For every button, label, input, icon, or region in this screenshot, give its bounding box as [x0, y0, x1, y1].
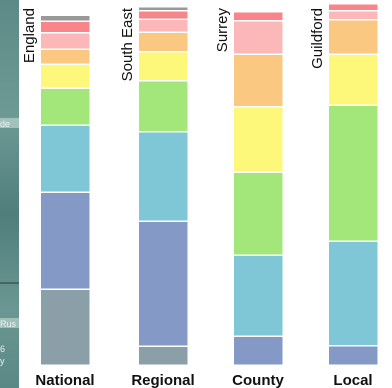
bar-segment [39, 20, 91, 34]
bar-segment [39, 31, 91, 51]
map-road [0, 282, 19, 284]
map-background: de 6 y Rus [0, 0, 19, 388]
bar-regional [137, 5, 189, 366]
bar-segment [137, 9, 189, 20]
bar-segment [39, 191, 91, 291]
bar-segment [137, 220, 189, 347]
bar-segment [232, 53, 284, 108]
bar-segment [39, 48, 91, 66]
bar-segment [137, 345, 189, 366]
bar-segment [137, 31, 189, 53]
bar-local [327, 2, 379, 366]
category-label: County [232, 372, 284, 388]
bar-segment [39, 124, 91, 193]
bar-segment [39, 87, 91, 127]
bar-segment [39, 14, 91, 22]
bar-segment [327, 240, 379, 347]
bar-segment [137, 5, 189, 12]
category-label: Local [333, 372, 372, 388]
bar-label: Surrey [214, 8, 231, 53]
bar-segment [137, 130, 189, 222]
map-label-fragment: 6 [0, 345, 6, 354]
bar-segment [327, 2, 379, 12]
bar-segment [232, 335, 284, 366]
bar-segment [327, 344, 379, 366]
bar-segment [327, 9, 379, 21]
bar-segment [137, 18, 189, 34]
bar-national [39, 14, 91, 366]
map-label-fragment: Rus [0, 320, 17, 329]
bar-segment [39, 288, 91, 366]
map-label-fragment: y [0, 357, 5, 366]
bar-segment [232, 254, 284, 338]
bar-segment [327, 104, 379, 242]
category-label: Regional [131, 372, 194, 388]
bar-label: South East [119, 7, 136, 81]
map-road [0, 118, 19, 128]
bar-segment [137, 51, 189, 82]
bar-segment [327, 53, 379, 107]
bar-segment [39, 63, 91, 90]
bar-segment [232, 10, 284, 22]
category-label: National [35, 372, 94, 388]
bar-segment [137, 80, 189, 133]
bar-label: England [21, 8, 38, 63]
map-road [0, 318, 19, 328]
bar-segment [327, 19, 379, 56]
bar-segment [232, 106, 284, 173]
bar-segment [232, 20, 284, 55]
bar-county [232, 10, 284, 366]
map-label-fragment: de [0, 120, 11, 129]
bar-segment [232, 171, 284, 257]
bar-label: Guildford [309, 8, 326, 69]
